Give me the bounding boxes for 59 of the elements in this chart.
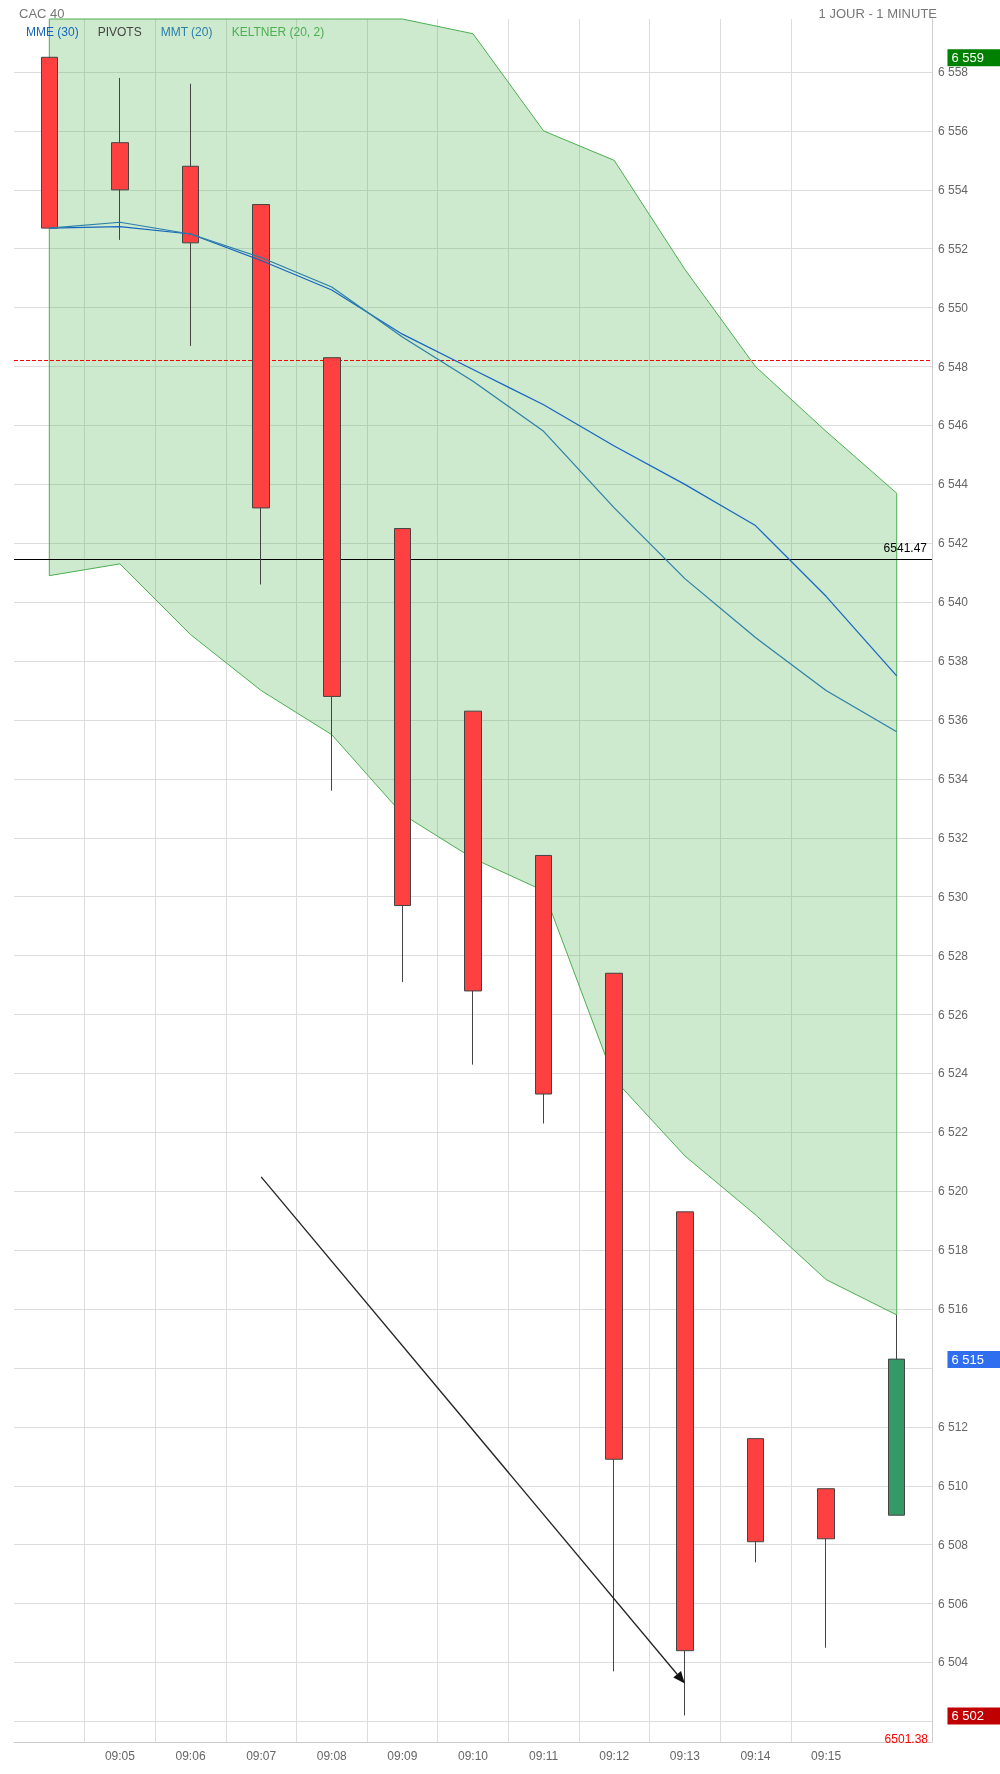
y-tick-label: 6 550 bbox=[938, 300, 969, 315]
y-tick-label: 6 558 bbox=[938, 65, 969, 80]
y-tick-label: 6 506 bbox=[938, 1596, 969, 1611]
candlestick bbox=[535, 854, 552, 1124]
annotation: 6501.38 bbox=[884, 1732, 929, 1746]
y-tick-label: 6 534 bbox=[938, 771, 969, 786]
y-tick-label: 6 508 bbox=[938, 1537, 969, 1552]
y-tick-label: 6 548 bbox=[938, 359, 969, 374]
candlestick bbox=[464, 710, 482, 1066]
x-tick-label: 09:15 bbox=[811, 1749, 842, 1763]
x-tick-label: 09:07 bbox=[246, 1749, 277, 1763]
text: 6 559 bbox=[951, 50, 985, 66]
x-tick-label: 09:09 bbox=[387, 1749, 418, 1763]
candlestick bbox=[394, 528, 411, 983]
y-tick-label: 6 512 bbox=[938, 1419, 969, 1434]
legend-label: PIVOTS bbox=[97, 25, 142, 39]
y-tick-label: 6 532 bbox=[938, 830, 969, 845]
candlestick bbox=[252, 204, 270, 585]
x-tick-label: 09:11 bbox=[529, 1749, 559, 1763]
y-tick-label: 6 520 bbox=[938, 1184, 969, 1199]
text: 6 515 bbox=[951, 1352, 985, 1368]
x-tick-label: 09:10 bbox=[457, 1749, 489, 1763]
x-tick-label: 09:05 bbox=[104, 1749, 136, 1763]
candlestick bbox=[817, 1488, 835, 1649]
y-tick-label: 6 538 bbox=[938, 654, 969, 669]
y-tick-label: 6 536 bbox=[938, 712, 969, 727]
y-tick-label: 6 546 bbox=[938, 418, 969, 433]
y-tick-label: 6 542 bbox=[938, 536, 969, 551]
y-tick-label: 6 530 bbox=[938, 889, 969, 904]
y-tick-label: 6 504 bbox=[938, 1655, 969, 1670]
y-tick-label: 6 516 bbox=[938, 1302, 969, 1317]
candlestick bbox=[605, 972, 623, 1672]
x-tick-label: 09:14 bbox=[740, 1749, 771, 1763]
x-tick-label: 09:12 bbox=[599, 1749, 630, 1763]
x-tick-label: 09:06 bbox=[175, 1749, 206, 1763]
legend-label: KELTNER (20, 2) bbox=[231, 25, 325, 39]
chart-subtitle: 1 JOUR - 1 MINUTE bbox=[818, 6, 938, 21]
y-tick-label: 6 556 bbox=[938, 123, 969, 138]
candlestick bbox=[323, 357, 341, 792]
candlestick bbox=[747, 1438, 764, 1563]
y-tick-label: 6 552 bbox=[938, 241, 969, 256]
y-tick-label: 6 524 bbox=[938, 1066, 969, 1081]
text: 6 502 bbox=[951, 1708, 985, 1724]
candlestick bbox=[41, 56, 58, 229]
y-tick-label: 6 528 bbox=[938, 948, 969, 963]
x-tick-label: 09:08 bbox=[316, 1749, 348, 1763]
y-tick-label: 6 522 bbox=[938, 1125, 969, 1140]
x-tick-label: 09:13 bbox=[669, 1749, 701, 1763]
text: MMT (20) bbox=[160, 25, 213, 39]
y-tick-label: 6 526 bbox=[938, 1007, 969, 1022]
y-tick-label: 6 518 bbox=[938, 1243, 969, 1258]
candlestick bbox=[182, 83, 199, 347]
y-tick-label: 6 540 bbox=[938, 595, 969, 610]
y-tick-label: 6 510 bbox=[938, 1478, 969, 1493]
candlestick bbox=[888, 1314, 905, 1516]
candlestick bbox=[111, 77, 129, 241]
y-tick-label: 6 554 bbox=[938, 182, 969, 197]
y-tick-label: 6 544 bbox=[938, 477, 969, 492]
chart-title: CAC 40 bbox=[19, 6, 65, 21]
